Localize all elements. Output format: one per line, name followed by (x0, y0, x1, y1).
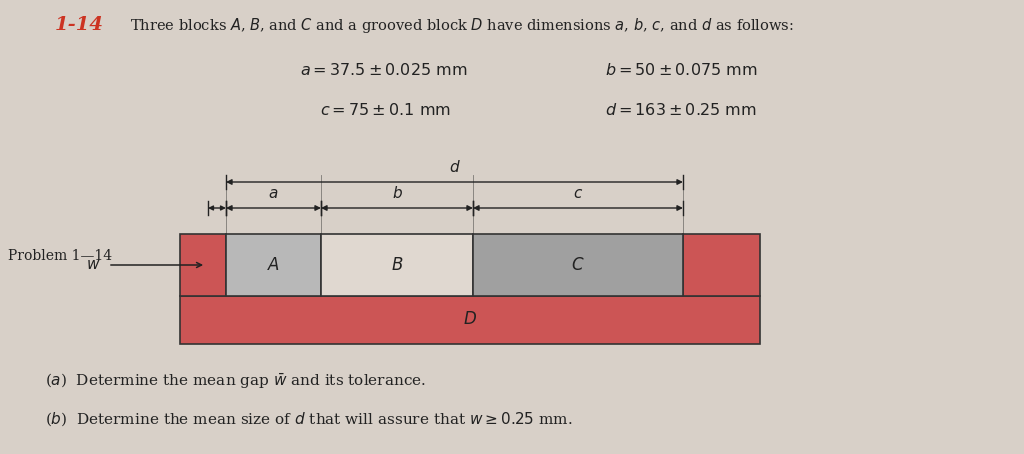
Text: $D$: $D$ (463, 311, 477, 329)
Bar (226, 234, 321, 296)
Text: $w$: $w$ (86, 258, 100, 272)
Text: ($a$)  Determine the mean gap $\bar{w}$ and its tolerance.: ($a$) Determine the mean gap $\bar{w}$ a… (45, 372, 426, 391)
Text: Problem 1—14: Problem 1—14 (8, 249, 112, 263)
Text: $C$: $C$ (571, 257, 585, 273)
Bar (321, 234, 473, 296)
Text: $B$: $B$ (391, 257, 403, 273)
Text: $d = 163 \pm 0.25\ \rm{mm}$: $d = 163 \pm 0.25\ \rm{mm}$ (605, 102, 757, 119)
Text: $b$: $b$ (391, 185, 402, 201)
Text: $A$: $A$ (267, 257, 280, 273)
Text: 1-14: 1-14 (55, 16, 104, 34)
Bar (683, 234, 760, 296)
Text: $a$: $a$ (268, 187, 279, 201)
Text: $d$: $d$ (449, 159, 461, 175)
Text: $b = 50 \pm 0.075\ \rm{mm}$: $b = 50 \pm 0.075\ \rm{mm}$ (605, 62, 758, 79)
Text: ($b$)  Determine the mean size of $d$ that will assure that $w \geq 0.25$ mm.: ($b$) Determine the mean size of $d$ tha… (45, 410, 572, 428)
Bar (473, 234, 683, 296)
Text: Three blocks $A$, $B$, and $C$ and a grooved block $D$ have dimensions $a$, $b$,: Three blocks $A$, $B$, and $C$ and a gro… (130, 16, 794, 35)
Text: $a = 37.5 \pm 0.025\ \rm{mm}$: $a = 37.5 \pm 0.025\ \rm{mm}$ (300, 62, 468, 79)
Text: $c = 75 \pm 0.1\ \rm{mm}$: $c = 75 \pm 0.1\ \rm{mm}$ (319, 102, 451, 119)
Bar (180, 296, 760, 344)
Text: $c$: $c$ (572, 187, 583, 201)
Bar (180, 234, 226, 296)
